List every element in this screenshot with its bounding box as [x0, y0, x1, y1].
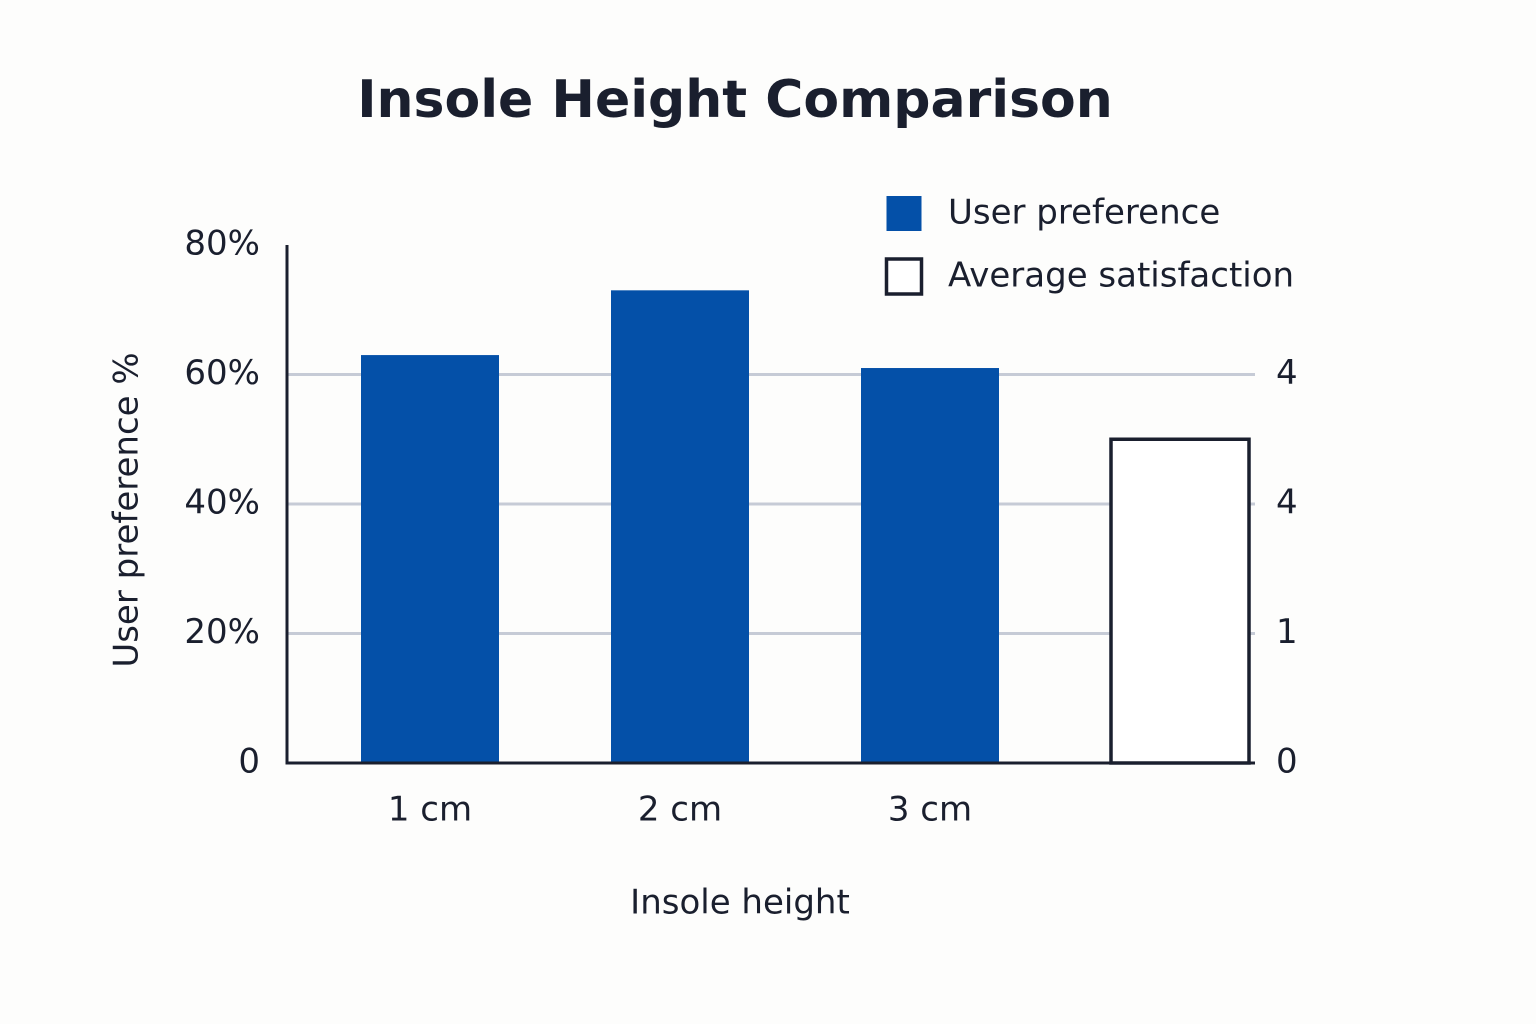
y-tick-label: 80%: [184, 224, 260, 264]
y-tick-label: 20%: [184, 612, 260, 652]
bar: [611, 290, 749, 763]
legend-label: User preference: [948, 193, 1220, 233]
x-tick-label: 3 cm: [888, 790, 972, 830]
x-tick-label: 2 cm: [638, 790, 722, 830]
chart-title: Insole Height Comparison: [357, 70, 1113, 130]
y-tick-label: 40%: [184, 483, 260, 523]
y-axis-label: User preference %: [107, 352, 147, 667]
y2-tick-label: 4: [1276, 353, 1298, 393]
y-tick-label: 0: [238, 742, 260, 782]
bar: [361, 355, 499, 763]
y2-tick-label: 0: [1276, 742, 1298, 782]
legend-swatch: [886, 196, 922, 231]
legend-swatch: [884, 257, 924, 296]
x-tick-label: 1 cm: [388, 790, 472, 830]
y2-tick-label: 1: [1276, 612, 1298, 652]
bar: [1109, 437, 1251, 765]
legend-label: Average satisfaction: [948, 256, 1294, 296]
y2-tick-label: 4: [1276, 483, 1298, 523]
x-axis-label: Insole height: [630, 883, 850, 923]
y-tick-label: 60%: [184, 353, 260, 393]
bar: [861, 368, 999, 763]
